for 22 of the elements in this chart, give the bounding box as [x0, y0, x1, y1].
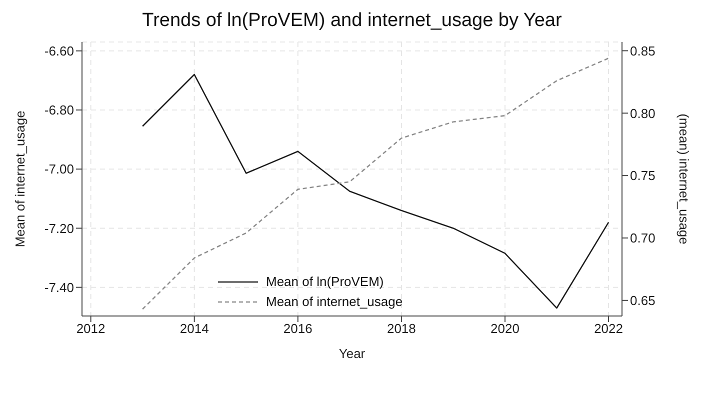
x-tick-label: 2016 — [283, 321, 312, 336]
y-tick-label: -7.20 — [44, 220, 74, 236]
y2-tick-label: 0.85 — [630, 43, 656, 58]
y2-tick-label: 0.65 — [630, 293, 656, 308]
x-tick-label: 2022 — [594, 321, 623, 336]
legend-label: Mean of ln(ProVEM) — [266, 273, 384, 291]
y-tick-label: -7.00 — [44, 162, 74, 177]
legend-label: Mean of internet_usage — [266, 293, 403, 311]
y2-axis-title: (mean) internet_usage — [676, 114, 692, 244]
x-tick-label: 2018 — [386, 321, 416, 336]
x-tick-label: 2020 — [490, 321, 520, 336]
chart-title: Trends of ln(ProVEM) and internet_usage by Year — [141, 9, 563, 33]
y-tick-label: -6.80 — [44, 102, 74, 118]
y2-tick-label: 0.80 — [630, 106, 656, 121]
x-tick-label: 2012 — [76, 321, 106, 336]
y2-tick-label: 0.70 — [630, 230, 656, 246]
x-axis-title: Year — [338, 346, 366, 361]
y2-tick-label: 0.75 — [630, 168, 656, 184]
y-axis-title: Mean of internet_usage — [12, 110, 28, 248]
y-tick-label: -7.40 — [44, 280, 74, 295]
y-tick-label: -6.60 — [44, 43, 74, 58]
x-tick-label: 2014 — [180, 321, 209, 336]
